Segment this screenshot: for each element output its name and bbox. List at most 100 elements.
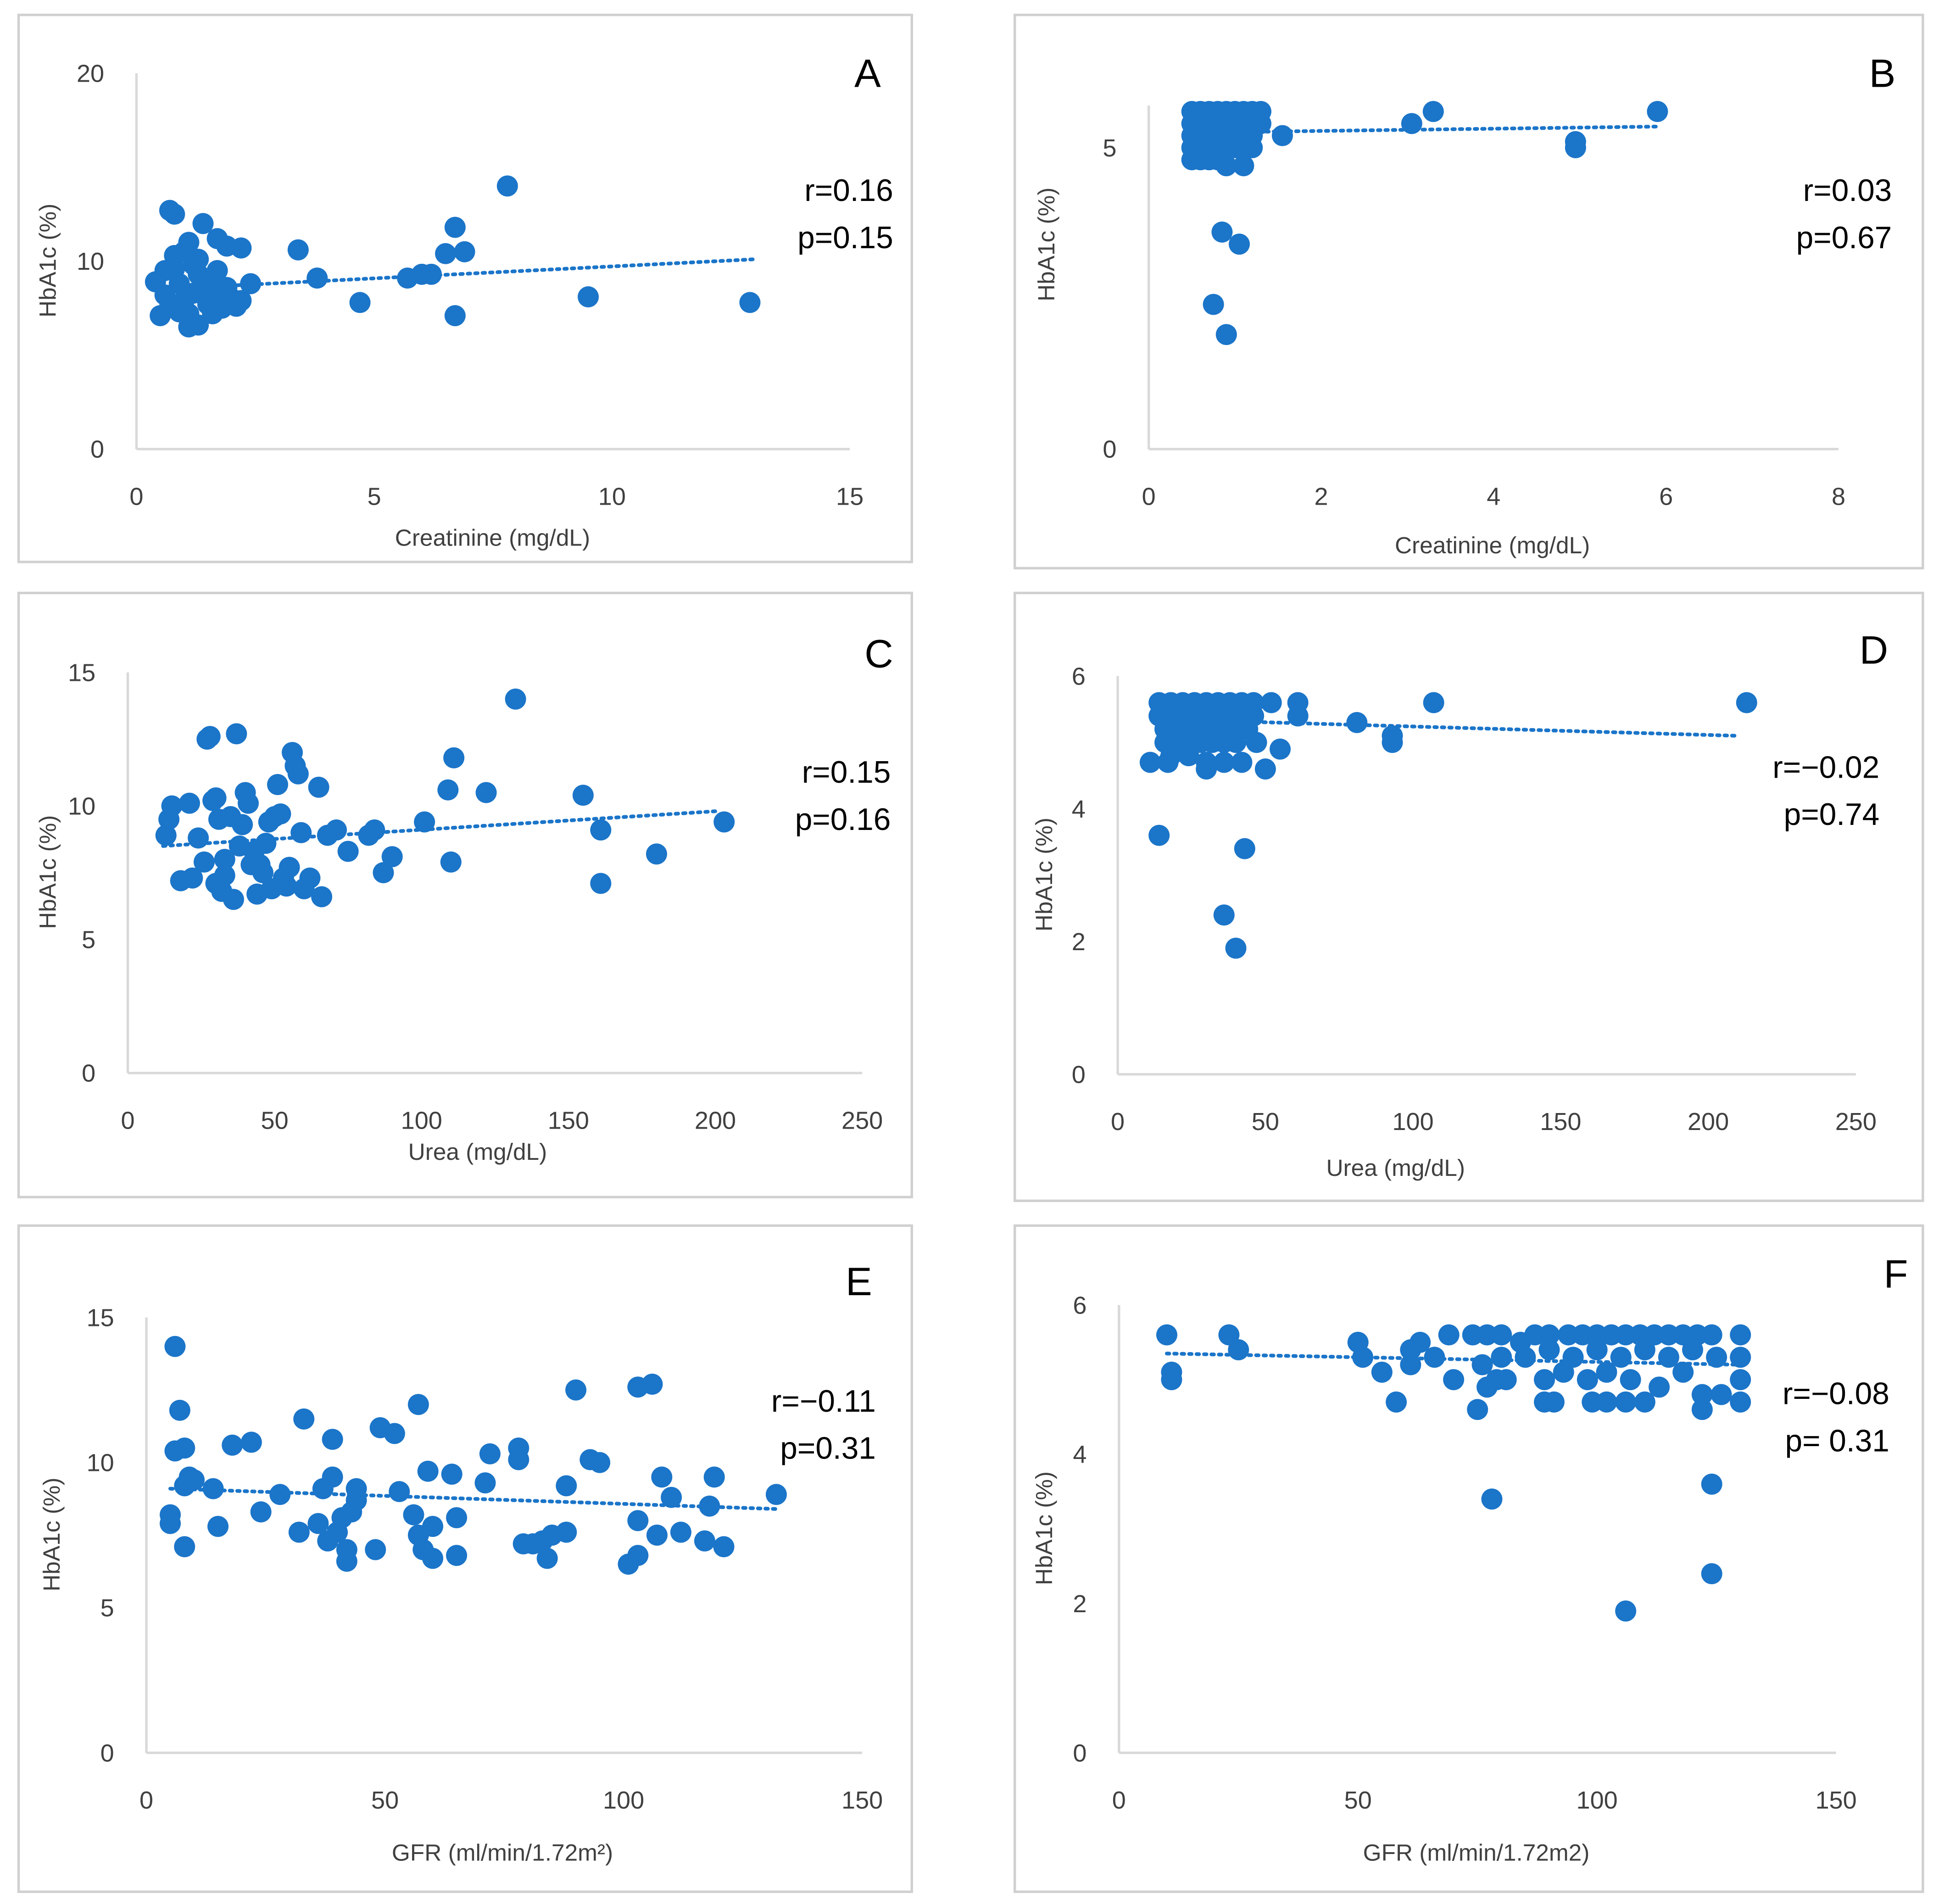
data-point — [364, 819, 385, 841]
data-point — [739, 292, 761, 313]
data-point — [1242, 137, 1263, 158]
data-point — [1225, 937, 1247, 959]
data-point — [556, 1475, 577, 1497]
data-point — [182, 867, 203, 889]
data-point — [440, 851, 462, 873]
data-point — [205, 787, 227, 809]
y-tick-label: 2 — [1072, 928, 1086, 956]
data-point — [164, 1336, 186, 1357]
x-tick-label: 200 — [1688, 1108, 1729, 1136]
x-tick-label: 0 — [129, 483, 143, 510]
data-point — [174, 1536, 195, 1558]
data-point — [307, 1513, 329, 1534]
y-axis-label: HbA1c (%) — [1031, 1471, 1057, 1585]
data-point — [1218, 1324, 1240, 1346]
p-value: p=0.15 — [797, 221, 893, 255]
data-point — [627, 1510, 649, 1531]
data-point — [389, 1481, 410, 1503]
data-point — [1371, 1361, 1393, 1383]
data-point — [1491, 1347, 1512, 1368]
data-point — [1730, 1391, 1751, 1413]
data-point — [1423, 692, 1444, 713]
data-point — [475, 782, 497, 803]
data-point — [1443, 1369, 1465, 1391]
data-point — [178, 792, 200, 814]
x-tick-label: 0 — [1111, 1108, 1125, 1136]
data-point — [193, 851, 215, 873]
data-point — [444, 305, 466, 326]
trendline — [153, 257, 757, 291]
data-point — [578, 286, 599, 308]
y-tick-label: 5 — [1103, 134, 1116, 162]
data-point — [1438, 1324, 1460, 1346]
panel-letter: F — [1884, 1253, 1908, 1297]
data-point — [1203, 294, 1224, 315]
data-point — [178, 303, 200, 324]
data-point — [443, 747, 465, 768]
data-point — [1538, 1324, 1560, 1346]
data-point — [435, 243, 457, 264]
data-point — [223, 889, 244, 910]
data-point — [1157, 752, 1179, 773]
r-value: r=0.15 — [802, 755, 891, 790]
data-point — [226, 723, 247, 745]
data-point — [207, 1516, 229, 1537]
p-value: p=0.31 — [780, 1431, 876, 1466]
x-tick-label: 250 — [841, 1107, 883, 1134]
data-point — [589, 1452, 611, 1473]
data-point — [155, 824, 177, 846]
data-point — [1577, 1369, 1598, 1391]
data-point — [1491, 1324, 1512, 1346]
data-point — [174, 1437, 195, 1459]
x-tick-label: 5 — [368, 483, 381, 510]
data-point — [249, 854, 271, 875]
x-axis-label: Creatinine (mg/dL) — [1395, 532, 1590, 558]
data-point — [230, 237, 252, 259]
panel-border — [17, 591, 913, 1198]
data-point — [250, 1501, 272, 1523]
data-point — [646, 1524, 668, 1546]
x-tick-label: 4 — [1487, 483, 1500, 510]
data-point — [508, 1437, 529, 1459]
data-point — [496, 175, 518, 197]
data-point — [407, 1394, 429, 1415]
data-point — [1620, 1369, 1641, 1391]
data-point — [1486, 1369, 1507, 1391]
data-point — [222, 1434, 243, 1456]
data-point — [1711, 1384, 1732, 1405]
data-point — [1178, 745, 1199, 767]
data-point — [255, 833, 277, 854]
x-tick-label: 15 — [836, 483, 864, 510]
data-point — [290, 822, 312, 843]
trendline — [168, 1486, 778, 1511]
data-point — [661, 1486, 682, 1508]
p-value: p= 0.31 — [1785, 1424, 1889, 1458]
data-point — [384, 1423, 405, 1444]
p-value: p=0.74 — [1784, 797, 1880, 832]
y-tick-label: 6 — [1073, 1292, 1087, 1319]
data-point — [641, 1374, 663, 1395]
data-point — [1682, 1339, 1704, 1361]
data-point — [1538, 1339, 1560, 1361]
data-point — [437, 779, 459, 801]
data-point — [1254, 758, 1276, 780]
y-tick-label: 15 — [87, 1304, 114, 1331]
data-point — [694, 1530, 715, 1552]
x-tick-label: 100 — [1577, 1787, 1618, 1814]
trendline — [161, 809, 718, 848]
data-point — [403, 1504, 424, 1525]
panel-b: 0 2 4 6 8 0 5 Creatinine (mg/dL) HbA1c (%) Br=0.0… — [1013, 13, 1924, 570]
data-point — [214, 865, 235, 886]
data-point — [1701, 1324, 1722, 1346]
data-point — [1213, 904, 1235, 926]
data-point — [765, 1484, 787, 1505]
data-point — [1213, 752, 1235, 773]
data-point — [565, 1379, 587, 1401]
y-tick-label: 4 — [1072, 796, 1086, 823]
data-point — [1615, 1600, 1637, 1622]
data-point — [1736, 692, 1757, 713]
data-point — [651, 1466, 673, 1488]
data-point — [169, 1399, 190, 1421]
data-point — [1649, 1376, 1670, 1398]
panel-border — [1013, 591, 1924, 1203]
